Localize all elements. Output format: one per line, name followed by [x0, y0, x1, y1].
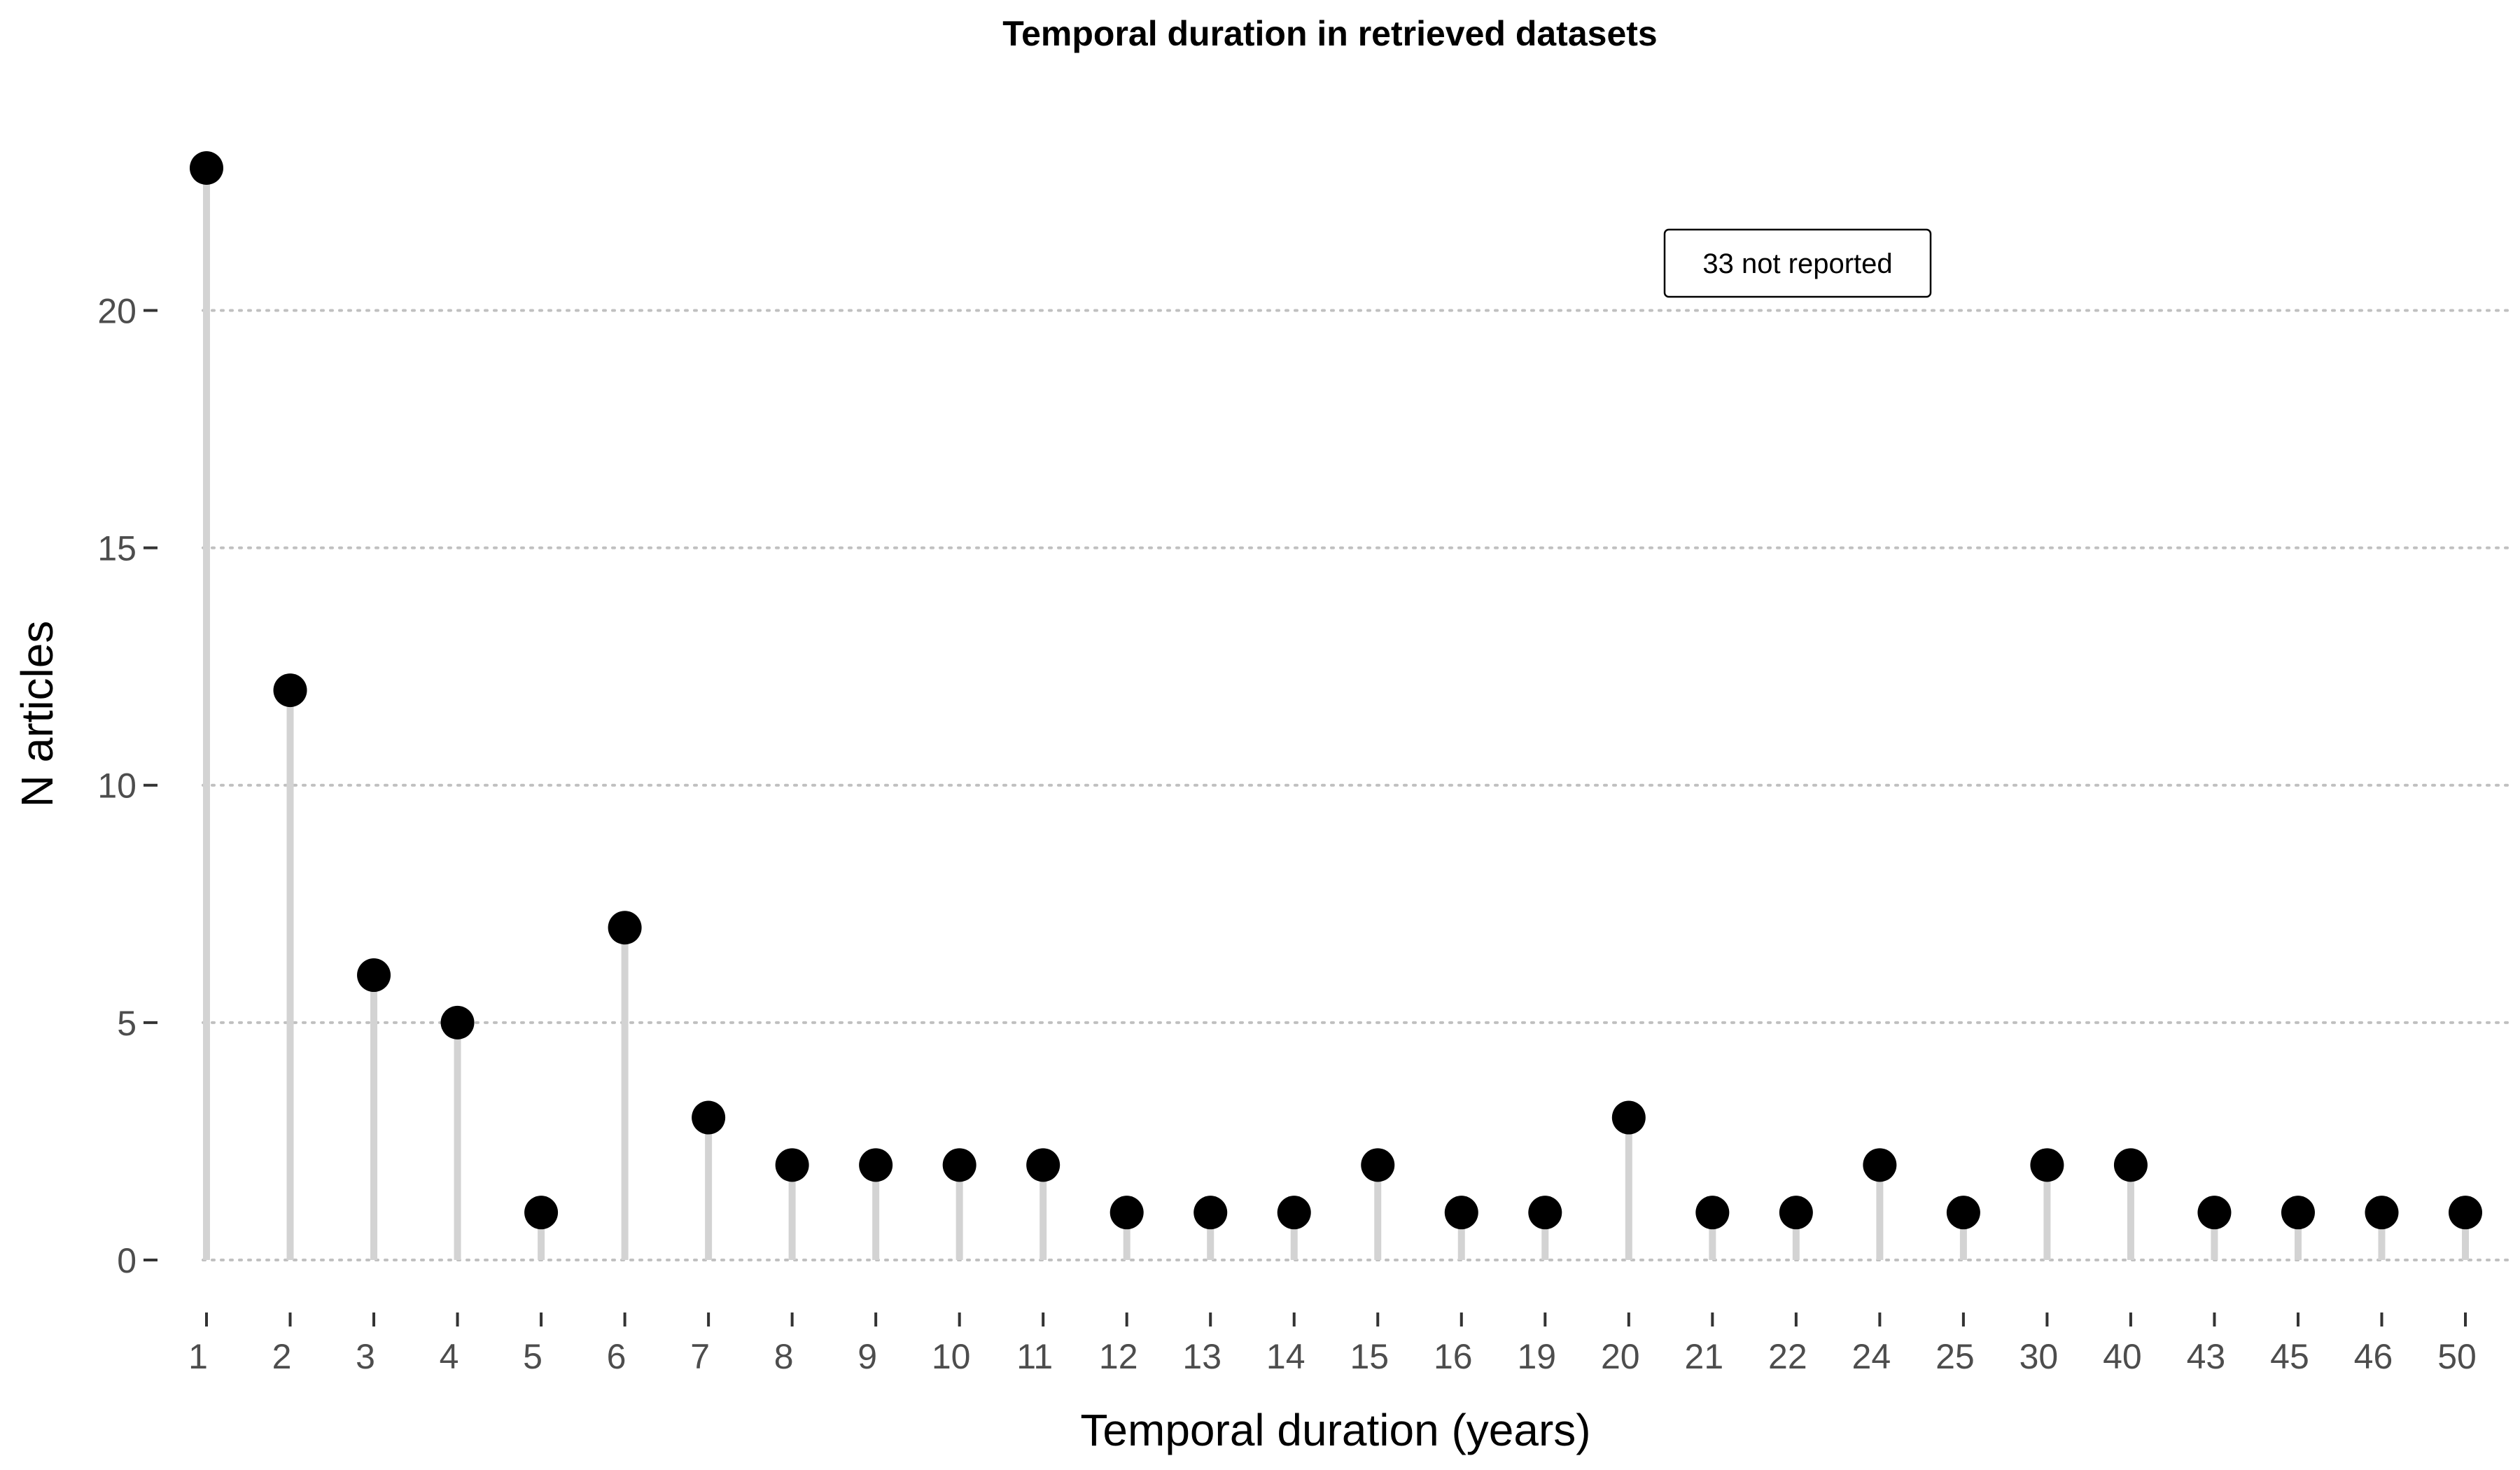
x-tick-label-15: 15: [1350, 1337, 1389, 1376]
x-tick-label-19: 19: [1517, 1337, 1556, 1376]
annotation-text: 33 not reported: [1702, 248, 1892, 279]
data-point-16: [1444, 1196, 1478, 1230]
x-tick-label-50: 50: [2437, 1337, 2477, 1376]
x-axis: 1 2 3 4 5 6 7 8 9 10 11 12 13 14 15 16 19 20 21 22 24 25 30 40 4…: [188, 1312, 2477, 1376]
x-tick-label-25: 25: [1935, 1337, 1975, 1376]
x-tick-label-4: 4: [440, 1337, 459, 1376]
x-tick-label-40: 40: [2103, 1337, 2142, 1376]
x-tick-label-24: 24: [1852, 1337, 1891, 1376]
data-point-1: [190, 151, 223, 185]
data-point-13: [1194, 1196, 1228, 1230]
x-tick-label-8: 8: [774, 1337, 794, 1376]
x-tick-label-16: 16: [1434, 1337, 1473, 1376]
data-point-5: [524, 1196, 559, 1230]
data-point-4: [440, 1005, 475, 1040]
x-tick-label-2: 2: [272, 1337, 292, 1376]
x-tick-label-22: 22: [1768, 1337, 1807, 1376]
annotation-box: 33 not reported: [1663, 228, 1932, 298]
data-point-46: [2365, 1196, 2399, 1230]
data-point-7: [692, 1100, 726, 1135]
x-axis-title: Temporal duration (years): [1080, 1405, 1590, 1455]
stems: [203, 168, 2469, 1260]
data-point-14: [1277, 1196, 1311, 1230]
x-tick-label-9: 9: [858, 1337, 877, 1376]
data-point-8: [775, 1148, 809, 1182]
x-tick-label-12: 12: [1099, 1337, 1138, 1376]
x-tick-label-11: 11: [1016, 1337, 1053, 1376]
data-point-6: [608, 911, 642, 945]
y-axis: 0 5 10 15 20: [97, 291, 158, 1280]
x-tick-label-45: 45: [2270, 1337, 2309, 1376]
data-point-10: [942, 1148, 976, 1182]
data-point-15: [1361, 1148, 1395, 1182]
data-point-45: [2281, 1196, 2315, 1230]
data-point-3: [357, 958, 391, 993]
x-tick-label-14: 14: [1266, 1337, 1306, 1376]
chart-title: Temporal duration in retrieved datasets: [1002, 14, 1657, 53]
x-tick-label-20: 20: [1601, 1337, 1640, 1376]
y-tick-label-5: 5: [117, 1004, 136, 1043]
x-tick-label-21: 21: [1685, 1337, 1724, 1376]
x-tick-label-5: 5: [523, 1337, 542, 1376]
x-tick-label-30: 30: [2019, 1337, 2059, 1376]
data-point-11: [1026, 1148, 1060, 1182]
data-point-2: [273, 673, 307, 708]
x-tick-label-3: 3: [356, 1337, 375, 1376]
y-tick-label-0: 0: [117, 1241, 136, 1280]
data-point-43: [2197, 1196, 2232, 1230]
data-point-21: [1695, 1196, 1730, 1230]
y-tick-label-15: 15: [97, 529, 136, 568]
data-point-50: [2449, 1196, 2482, 1230]
x-tick-label-10: 10: [932, 1337, 971, 1376]
data-point-19: [1528, 1196, 1562, 1230]
y-axis-title: N articles: [12, 621, 62, 808]
annotation-frame: [1663, 228, 1932, 298]
x-tick-label-43: 43: [2187, 1337, 2226, 1376]
points: [190, 151, 2482, 1230]
data-point-9: [859, 1148, 893, 1182]
x-tick-label-1: 1: [188, 1337, 208, 1376]
data-point-24: [1863, 1148, 1897, 1182]
x-tick-label-6: 6: [607, 1337, 626, 1376]
data-point-20: [1611, 1100, 1646, 1135]
x-tick-label-13: 13: [1182, 1337, 1222, 1376]
x-tick-label-46: 46: [2354, 1337, 2393, 1376]
y-tick-label-10: 10: [97, 766, 136, 806]
y-tick-label-20: 20: [97, 291, 136, 330]
x-tick-label-7: 7: [690, 1337, 710, 1376]
data-point-25: [1946, 1196, 1980, 1230]
data-point-12: [1110, 1196, 1144, 1230]
gridlines: [202, 309, 2511, 1261]
data-point-22: [1779, 1196, 1813, 1230]
data-point-30: [2030, 1148, 2064, 1182]
data-point-40: [2113, 1148, 2148, 1182]
